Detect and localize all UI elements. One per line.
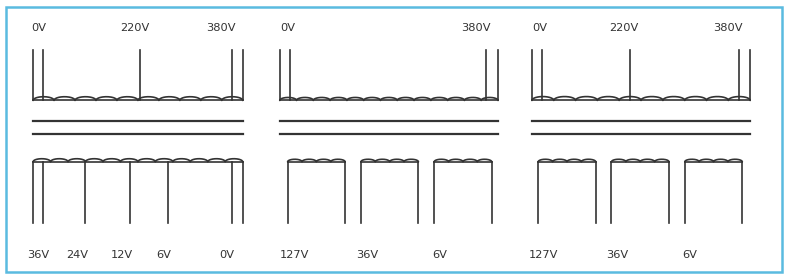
- Text: 6V: 6V: [682, 250, 697, 260]
- Text: 12V: 12V: [111, 250, 133, 260]
- Text: 6V: 6V: [432, 250, 447, 260]
- Text: 0V: 0V: [219, 250, 234, 260]
- Text: 220V: 220V: [609, 23, 638, 33]
- Text: 6V: 6V: [156, 250, 171, 260]
- Text: 36V: 36V: [27, 250, 49, 260]
- Text: 0V: 0V: [533, 23, 548, 33]
- Text: 220V: 220V: [120, 23, 149, 33]
- Text: 127V: 127V: [280, 250, 309, 260]
- Text: 380V: 380V: [713, 23, 742, 33]
- Text: 36V: 36V: [356, 250, 378, 260]
- Text: 380V: 380V: [461, 23, 490, 33]
- Text: 380V: 380V: [206, 23, 236, 33]
- Text: 127V: 127V: [529, 250, 558, 260]
- Text: 0V: 0V: [32, 23, 46, 33]
- Text: 0V: 0V: [281, 23, 296, 33]
- Text: 36V: 36V: [606, 250, 628, 260]
- Text: 24V: 24V: [66, 250, 88, 260]
